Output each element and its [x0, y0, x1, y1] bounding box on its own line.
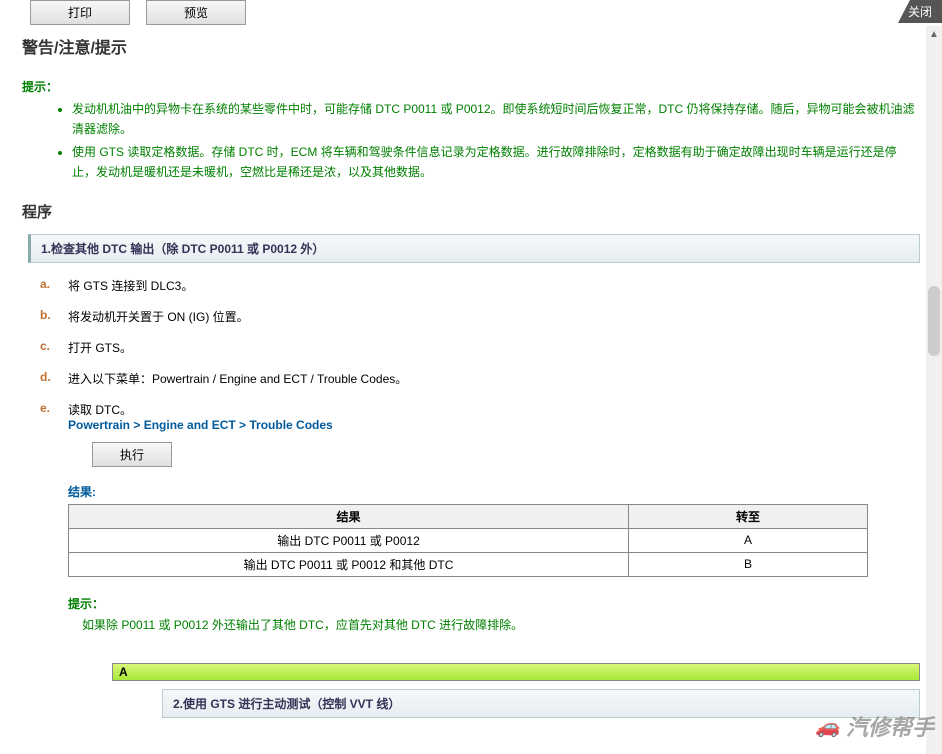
scroll-up-icon[interactable]: ▲: [926, 26, 942, 42]
content-area: 警告/注意/提示 提示： 发动机机油中的异物卡在系统的某些零件中时，可能存储 D…: [0, 26, 942, 726]
step-c: 打开 GTS。: [68, 339, 920, 356]
car-icon: 🚗: [815, 714, 840, 739]
hint2-label: 提示：: [68, 595, 920, 612]
col-result: 结果: [69, 504, 629, 528]
close-button[interactable]: 关闭: [898, 0, 942, 23]
hint-item: 发动机机油中的异物卡在系统的某些零件中时，可能存储 DTC P0011 或 P0…: [72, 99, 920, 140]
col-goto: 转至: [629, 504, 868, 528]
table-cell: 输出 DTC P0011 或 P0012: [69, 528, 629, 552]
section-title: 程序: [22, 201, 920, 222]
step-e: 读取 DTC。: [68, 401, 920, 418]
hint-label: 提示：: [22, 78, 920, 95]
branch-a-step: 2.使用 GTS 进行主动测试（控制 VVT 线）: [162, 689, 920, 718]
step-b: 将发动机开关置于 ON (IG) 位置。: [68, 308, 920, 325]
scroll-thumb[interactable]: [928, 286, 940, 356]
table-cell: A: [629, 528, 868, 552]
marker-c: c.: [40, 339, 68, 356]
result-label: 结果:: [68, 483, 920, 500]
hint-list: 发动机机油中的异物卡在系统的某些零件中时，可能存储 DTC P0011 或 P0…: [22, 99, 920, 183]
trouble-codes-link[interactable]: Powertrain > Engine and ECT > Trouble Co…: [68, 418, 920, 432]
step-d: 进入以下菜单：Powertrain / Engine and ECT / Tro…: [68, 370, 920, 387]
step-header-1: 1.检查其他 DTC 输出（除 DTC P0011 或 P0012 外）: [28, 234, 920, 263]
scrollbar[interactable]: ▲: [926, 26, 942, 754]
table-cell: B: [629, 552, 868, 576]
marker-b: b.: [40, 308, 68, 325]
hint-block-2: 提示： 如果除 P0011 或 P0012 外还输出了其他 DTC，应首先对其他…: [68, 595, 920, 633]
step-a: 将 GTS 连接到 DLC3。: [68, 277, 920, 294]
page-title: 警告/注意/提示: [22, 34, 920, 58]
marker-e: e.: [40, 401, 68, 467]
watermark: 🚗 汽修帮手: [815, 710, 934, 742]
toolbar: 打印 预览 关闭: [0, 0, 942, 26]
hint2-text: 如果除 P0011 或 P0012 外还输出了其他 DTC，应首先对其他 DTC…: [68, 616, 920, 633]
table-cell: 输出 DTC P0011 或 P0012 和其他 DTC: [69, 552, 629, 576]
result-table: 结果转至 输出 DTC P0011 或 P0012A 输出 DTC P0011 …: [68, 504, 868, 577]
marker-a: a.: [40, 277, 68, 294]
marker-d: d.: [40, 370, 68, 387]
branch-a: A 2.使用 GTS 进行主动测试（控制 VVT 线）: [112, 663, 920, 718]
execute-button[interactable]: 执行: [92, 442, 172, 467]
watermark-text: 汽修帮手: [846, 710, 934, 742]
print-button[interactable]: 打印: [30, 0, 130, 25]
hint-item: 使用 GTS 读取定格数据。存储 DTC 时，ECM 将车辆和驾驶条件信息记录为…: [72, 142, 920, 183]
branch-a-label: A: [113, 664, 919, 680]
preview-button[interactable]: 预览: [146, 0, 246, 25]
substeps: a.将 GTS 连接到 DLC3。 b.将发动机开关置于 ON (IG) 位置。…: [22, 277, 920, 467]
